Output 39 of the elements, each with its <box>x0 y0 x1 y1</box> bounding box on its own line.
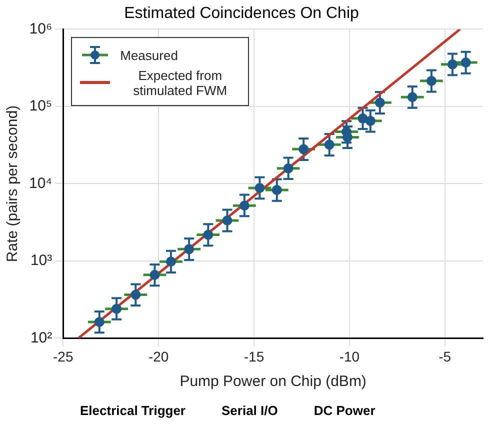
y-tick-label: 10³ <box>30 252 52 270</box>
text: Electrical Trigger <box>80 403 186 418</box>
text: Serial I/O <box>222 403 278 418</box>
point <box>272 184 282 195</box>
text: DC Power <box>314 403 376 418</box>
point <box>407 92 418 102</box>
x-tick-label: -25 <box>53 348 74 364</box>
y-tick-label: 10⁵ <box>29 98 52 115</box>
point <box>203 230 214 240</box>
x-axis-title: Pump Power on Chip (dBm) <box>180 373 366 390</box>
point <box>298 144 309 154</box>
x-tick-label: -15 <box>244 348 264 364</box>
point <box>150 270 160 280</box>
point <box>94 317 104 328</box>
point <box>254 182 265 193</box>
point <box>460 58 471 68</box>
y-tick-label: 10² <box>30 329 52 346</box>
point <box>374 98 385 108</box>
x-tick-label: -20 <box>148 348 169 364</box>
x-tick-label: -10 <box>339 348 360 364</box>
x-tick-label: -5 <box>438 348 452 364</box>
point <box>239 200 250 211</box>
legend-label: Measured <box>120 48 178 63</box>
legend-label: Expected from stimulated FWM <box>132 68 228 98</box>
point <box>166 256 176 267</box>
point <box>365 116 376 126</box>
point <box>283 163 294 174</box>
point <box>342 132 352 142</box>
point <box>130 290 141 300</box>
point <box>324 140 334 150</box>
y-axis-title: Rate (pairs per second) <box>4 105 22 262</box>
point <box>222 215 232 226</box>
point <box>447 59 458 70</box>
chart-title: Estimated Coincidences On Chip <box>124 5 359 22</box>
point <box>426 76 436 86</box>
y-tick-label: 10⁶ <box>29 20 52 38</box>
point <box>184 244 194 254</box>
y-tick-label: 10⁴ <box>28 174 52 192</box>
point <box>112 304 122 314</box>
